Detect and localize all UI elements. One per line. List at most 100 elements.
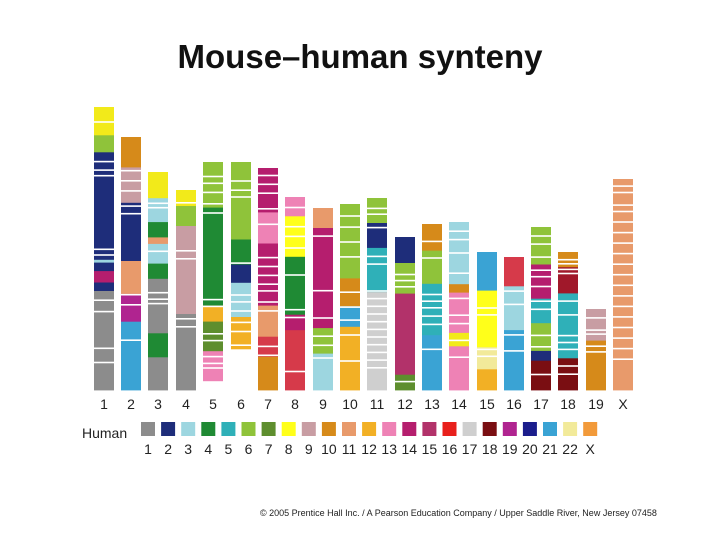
legend-item-1: 1 [141,422,155,457]
band-stripe [94,299,114,301]
synteny-block [121,293,141,323]
legend-swatch [321,422,336,436]
band-stripe [613,210,633,213]
legend-item-19: 19 [502,422,518,457]
legend-swatch [382,422,397,436]
legend-swatch [563,422,578,436]
band-stripe [367,263,387,265]
synteny-block [94,271,114,283]
synteny-block [504,330,524,391]
mouse-chromosome-label: 12 [397,396,413,412]
band-stripe [613,263,633,265]
band-stripe [203,191,223,194]
mouse-chromosome-13: 13 [422,224,442,412]
synteny-block [176,226,196,315]
mouse-chromosome-14: 14 [449,222,469,412]
legend-label: 4 [204,441,212,457]
band-stripe [258,265,278,268]
band-stripe [258,174,278,177]
synteny-block [504,286,524,331]
legend-item-8: 8 [281,422,296,457]
mouse-chromosome-19: 19 [586,309,606,412]
synteny-block [148,333,168,358]
legend-label: 3 [184,441,192,457]
band-stripe [94,347,114,350]
synteny-block [231,162,251,240]
synteny-block [203,305,223,322]
synteny-block [94,282,114,292]
legend-label: 11 [342,441,357,457]
legend-swatch [442,422,457,436]
mouse-chromosome-15: 15 [477,252,497,412]
band-stripe [121,205,141,207]
synteny-block [504,257,524,287]
band-stripe [613,295,633,297]
band-stripe [558,300,578,302]
synteny-block [422,335,442,391]
legend-label: 19 [502,441,518,457]
band-stripe [531,235,551,237]
band-stripe [258,192,278,194]
legend-item-21: 21 [542,422,558,457]
synteny-block [313,328,333,354]
band-stripe [94,254,114,256]
band-stripe [613,191,633,194]
band-stripe [367,207,387,210]
mouse-chromosome-1: 1 [94,107,114,412]
band-stripe [148,302,168,305]
band-stripe [367,343,387,346]
mouse-chromosome-label: X [618,396,628,412]
band-stripe [531,275,551,278]
synteny-block [422,250,442,285]
band-stripe [613,185,633,187]
legend-label: 22 [562,441,578,457]
band-stripe [531,243,551,245]
band-stripe [313,235,333,237]
band-stripe [449,297,469,300]
band-stripe [477,355,497,358]
band-stripe [422,348,442,351]
band-stripe [613,273,633,276]
synteny-block [148,172,168,199]
band-stripe [258,283,278,285]
band-stripe [231,262,251,264]
band-stripe [231,321,251,324]
mouse-chromosome-label: 6 [237,396,245,412]
band-stripe [449,356,469,358]
synteny-block [586,309,606,341]
synteny-block [558,267,578,294]
legend-label: 16 [442,441,458,457]
band-stripe [586,345,606,347]
mouse-chromosome-label: 14 [451,396,467,412]
band-stripe [340,241,360,243]
band-stripe [285,247,305,249]
legend-swatch [502,422,517,436]
band-stripe [367,226,387,229]
band-stripe [203,175,223,178]
band-stripe [586,317,606,319]
mouse-chromosome-label: 8 [291,396,299,412]
legend-item-17: 17 [462,422,478,457]
mouse-chromosome-label: 15 [479,396,495,412]
band-stripe [558,373,578,375]
band-stripe [121,293,141,296]
legend-item-10: 10 [321,422,337,457]
legend-label: 15 [422,441,438,457]
mouse-chromosome-label: 11 [370,396,385,412]
synteny-block [148,263,168,280]
band-stripe [121,190,141,192]
band-stripe [422,315,442,317]
band-stripe [203,355,223,358]
band-stripe [558,263,578,265]
synteny-block [313,353,333,391]
band-stripe [613,231,633,234]
band-stripe [613,316,633,318]
band-stripe [231,294,251,296]
legend-swatch [462,422,477,436]
synteny-block [477,347,497,370]
band-stripe [176,318,196,320]
band-stripe [231,189,251,191]
band-stripe [395,380,415,383]
mouse-chromosome-label: 16 [506,396,522,412]
legend-item-5: 5 [221,422,236,457]
